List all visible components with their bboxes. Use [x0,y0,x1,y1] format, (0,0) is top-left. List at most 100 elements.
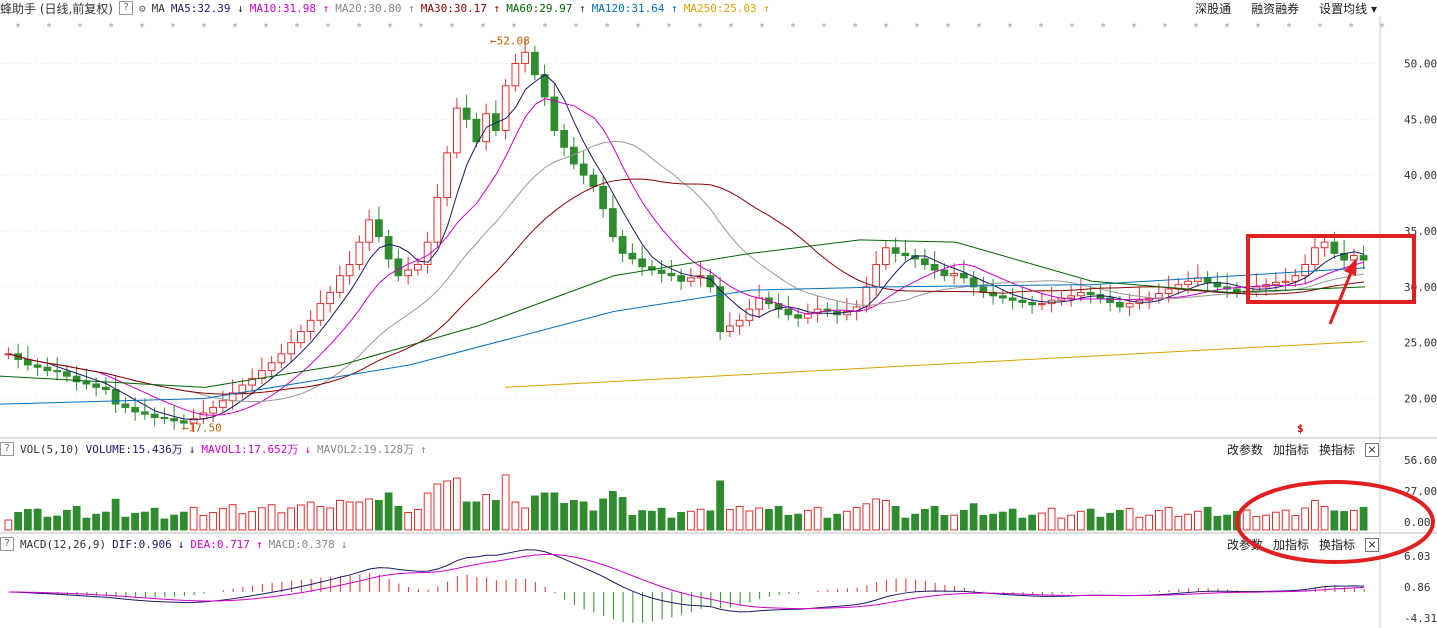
candle-body [940,269,949,277]
candle-body [414,264,422,271]
volume-bar [1145,514,1153,531]
help-icon[interactable]: ? [119,1,133,15]
candle-body [1008,297,1017,301]
candle-body [570,146,578,165]
volume-bar [521,507,529,531]
macd-close-icon[interactable]: × [1365,537,1379,552]
candle-body [189,418,198,424]
candle-body [316,303,325,321]
volume-bar [833,513,841,531]
candle-body [901,252,910,257]
macd-help-icon[interactable]: ? [0,537,14,551]
candle-body [843,310,851,316]
event-marker: * [108,22,114,33]
set-ma-button[interactable]: 设置均线 ▾ [1319,2,1377,16]
dea-line [8,553,1365,610]
candle-body [72,375,81,383]
candle-body [1350,255,1358,261]
vol-switch-indicator-button[interactable]: 换指标 [1318,443,1355,457]
candle-body [560,130,568,148]
candle-body [794,314,802,319]
candle-body [950,272,958,277]
volume-bar [1067,514,1075,531]
macd-params-button[interactable]: 改参数 [1226,538,1263,552]
volume-bar [53,515,61,531]
candle-body [1330,241,1339,254]
event-marker: * [325,22,331,33]
volume-bar [677,512,685,531]
candle-body [823,308,832,312]
candle-body [1057,297,1066,301]
volume-bar [267,504,276,531]
volume-bar [745,510,754,531]
candle-body [462,107,471,120]
volume-bar [706,510,715,531]
candle-body [1252,286,1261,292]
volume-bar [794,513,802,531]
macd-y-tick: 6.03 [1404,550,1431,563]
candle-body [14,353,22,360]
event-marker: * [1286,22,1292,33]
candle-body [365,219,373,243]
volume-bar [648,510,656,531]
volume-bar [248,511,256,531]
volume-bar [979,515,988,531]
ma-value-2: MA20:30.80 ↑ [335,1,415,15]
volume-bar [482,494,490,531]
vol-add-indicator-button[interactable]: 加指标 [1272,443,1309,457]
event-marker: * [356,22,362,33]
volume-bar [1359,506,1368,531]
high-price-annotation: ←52.08 [490,34,530,47]
candle-body [228,392,237,402]
event-marker: * [635,22,641,33]
volume-bar [930,506,939,531]
volume-bar [735,506,744,531]
candle-body [160,416,169,420]
gear-icon[interactable]: ⚙ [139,1,146,15]
volume-bar [609,491,617,531]
macd-buttons: 改参数 加指标 换指标 × [1227,536,1379,553]
macd-label: MACD(12,26,9) [20,537,107,551]
event-marker: * [1038,22,1044,33]
volume-bar [365,498,373,531]
candle-body [862,286,871,308]
vol-close-icon[interactable]: × [1365,442,1379,457]
volume-bar [579,501,588,531]
hk-connect-button[interactable]: 深股通 [1195,2,1232,16]
volume-bar [1008,508,1017,531]
ma-value-3: MA30:30.17 ↑ [420,1,501,15]
candle-body [394,258,403,277]
volume-bar [72,506,81,531]
candle-body [1106,297,1114,303]
y-tick-label: 45.00 [1404,113,1437,126]
candle-body [102,386,110,391]
candle-body [404,269,412,277]
macd-switch-indicator-button[interactable]: 换指标 [1318,538,1355,552]
candle-body [813,308,822,315]
macd-value: MACD:0.378 [268,537,335,551]
candle-body [219,400,227,408]
candle-body [1047,299,1056,305]
volume-bar [1272,511,1280,531]
volume-bar [170,514,178,531]
candle-body [930,264,939,271]
volume-bar [599,498,607,531]
candle-body [687,277,695,282]
macd-add-indicator-button[interactable]: 加指标 [1272,538,1309,552]
candle-body [852,306,861,312]
vol-help-icon[interactable]: ? [0,442,14,456]
volume-bar [813,506,822,531]
candle-body [277,353,286,364]
candle-body [1281,280,1290,283]
low-price-annotation: ←17.50 [182,421,222,434]
candle-body [706,275,715,288]
volume-bar [199,515,208,531]
volume-bar [1233,510,1241,531]
candle-body [609,208,617,238]
volume-bar [453,477,461,531]
vol-params-button[interactable]: 改参数 [1226,443,1263,457]
candle-body [287,342,295,355]
margin-trading-button[interactable]: 融资融券 [1251,2,1300,16]
event-marker: * [294,22,300,33]
